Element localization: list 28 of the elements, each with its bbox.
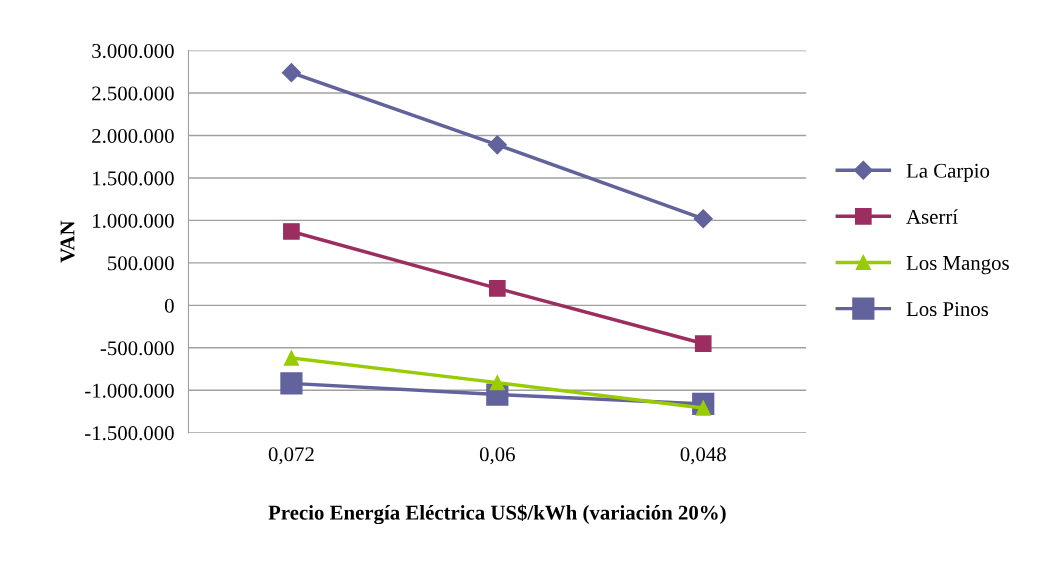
legend-label: La Carpio <box>906 163 990 182</box>
y-axis-title: VAN <box>60 220 75 263</box>
point <box>487 135 507 155</box>
point <box>693 209 713 229</box>
x-tick-label: 0,072 <box>268 447 314 465</box>
y-tick-label: -1.500.000 <box>85 426 174 441</box>
point <box>283 350 300 366</box>
y-tick-label: 1.000.000 <box>93 213 174 228</box>
point <box>694 335 712 352</box>
point <box>488 280 506 297</box>
y-tick-label: 2.000.000 <box>92 128 174 144</box>
y-tick-label: 3.000.000 <box>92 43 174 59</box>
y-tick-label: -500.000 <box>100 341 174 356</box>
y-tick-label: 1.500.000 <box>93 171 174 186</box>
point <box>280 372 303 395</box>
y-tick-label: -1.000.000 <box>85 383 174 398</box>
legend-label: Aserrí <box>906 209 958 224</box>
y-tick-label: 500.000 <box>108 256 174 271</box>
legend-label: Los Pinos <box>906 302 989 317</box>
y-tick-label: 2.500.000 <box>92 86 174 101</box>
y-tick-label: 0 <box>164 298 174 313</box>
point <box>489 374 505 391</box>
point <box>281 63 301 83</box>
x-tick-label: 0,048 <box>680 447 726 465</box>
x-axis-title: Precio Energía Eléctrica US$/kWh (variación 20%) <box>268 504 726 525</box>
x-tick-label: 0,06 <box>479 447 515 465</box>
legend-label: Los Mangos <box>906 256 1009 275</box>
point <box>283 223 300 240</box>
